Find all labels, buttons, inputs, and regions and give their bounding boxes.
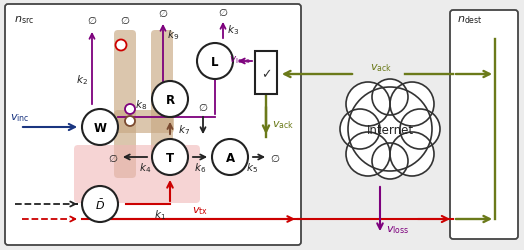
Circle shape — [197, 44, 233, 80]
Circle shape — [82, 186, 118, 222]
Text: $v_\mathrm{inc}$: $v_\mathrm{inc}$ — [10, 112, 29, 124]
Circle shape — [152, 140, 188, 175]
Text: $k_1$: $k_1$ — [154, 207, 166, 221]
Circle shape — [348, 88, 432, 171]
Text: $\varnothing$: $\varnothing$ — [270, 152, 280, 163]
Circle shape — [346, 132, 390, 176]
Text: $k_6$: $k_6$ — [194, 160, 206, 174]
Text: T: T — [166, 151, 174, 164]
Text: W: W — [93, 121, 106, 134]
Bar — [255, 52, 277, 94]
FancyBboxPatch shape — [151, 31, 173, 158]
Text: $k_3$: $k_3$ — [227, 23, 239, 37]
Text: $k_9$: $k_9$ — [167, 28, 179, 42]
Circle shape — [212, 140, 248, 175]
Circle shape — [115, 40, 126, 51]
Text: Internet: Internet — [366, 123, 413, 136]
Circle shape — [372, 144, 408, 179]
FancyBboxPatch shape — [114, 110, 174, 134]
Text: $k_8$: $k_8$ — [135, 98, 147, 112]
Text: A: A — [225, 151, 235, 164]
Text: R: R — [166, 93, 174, 106]
FancyBboxPatch shape — [5, 5, 301, 245]
Text: $k_2$: $k_2$ — [76, 73, 88, 86]
Text: $k_4$: $k_4$ — [139, 160, 151, 174]
Text: $v_\mathrm{loss}$: $v_\mathrm{loss}$ — [229, 54, 251, 66]
Circle shape — [390, 132, 434, 176]
Text: $k_5$: $k_5$ — [246, 160, 258, 174]
Text: $v_\mathrm{loss}$: $v_\mathrm{loss}$ — [386, 223, 409, 235]
Text: $n_\mathrm{src}$: $n_\mathrm{src}$ — [14, 14, 34, 26]
Text: $\varnothing$: $\varnothing$ — [120, 14, 130, 26]
Text: $k_7$: $k_7$ — [178, 122, 190, 136]
Text: L: L — [211, 55, 219, 68]
FancyBboxPatch shape — [114, 31, 136, 178]
Text: $v_\mathrm{ack}$: $v_\mathrm{ack}$ — [272, 119, 294, 130]
Text: $\varnothing$: $\varnothing$ — [158, 7, 168, 19]
Circle shape — [125, 116, 135, 126]
Circle shape — [400, 110, 440, 150]
Circle shape — [340, 110, 380, 150]
FancyBboxPatch shape — [74, 146, 200, 203]
Bar — [255, 52, 277, 94]
Circle shape — [372, 80, 408, 116]
Text: $\varnothing$: $\varnothing$ — [108, 152, 118, 163]
Circle shape — [346, 83, 390, 126]
Text: $\varnothing$: $\varnothing$ — [218, 6, 228, 18]
Circle shape — [82, 110, 118, 146]
Circle shape — [390, 83, 434, 126]
Text: $\checkmark$: $\checkmark$ — [261, 67, 271, 80]
Text: $\varnothing$: $\varnothing$ — [87, 14, 97, 26]
Text: $\bar{D}$: $\bar{D}$ — [95, 197, 105, 211]
Text: $v_\mathrm{ack}$: $v_\mathrm{ack}$ — [370, 62, 392, 74]
Text: $v_\mathrm{tx}$: $v_\mathrm{tx}$ — [192, 204, 208, 216]
Circle shape — [152, 82, 188, 118]
Text: $\varnothing$: $\varnothing$ — [198, 100, 208, 112]
FancyBboxPatch shape — [450, 11, 518, 239]
Circle shape — [125, 104, 135, 115]
Text: $n_\mathrm{dest}$: $n_\mathrm{dest}$ — [457, 14, 483, 26]
